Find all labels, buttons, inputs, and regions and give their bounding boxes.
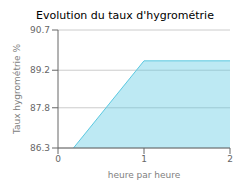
svg-text:2: 2 [227, 154, 233, 164]
svg-text:1: 1 [141, 154, 147, 164]
svg-text:87.8: 87.8 [30, 103, 50, 113]
html-text:Evolution du taux d'hygrométri: Evolution du taux d'hygrométrie [36, 9, 214, 22]
svg-text:0: 0 [55, 154, 61, 164]
svg-text:90.7: 90.7 [30, 25, 50, 35]
svg-text:86.3: 86.3 [30, 143, 50, 153]
svg-text:heure par heure: heure par heure [108, 170, 181, 180]
svg-text:Taux hygrométrie %: Taux hygrométrie % [12, 43, 22, 135]
svg-text:89.2: 89.2 [30, 65, 50, 75]
